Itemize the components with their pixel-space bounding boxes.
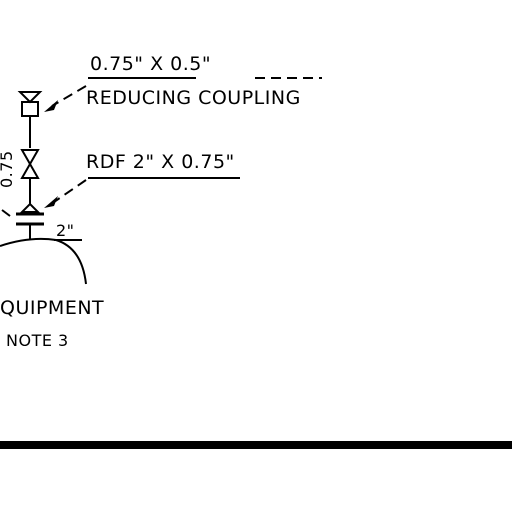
nozzle-size-label: 2" <box>56 221 75 240</box>
rdf-leader-line <box>53 179 87 203</box>
equipment-shell-outline <box>0 237 87 285</box>
note-label: NOTE 3 <box>6 331 69 350</box>
gate-valve-lower-icon <box>20 161 40 179</box>
drawing-border-line <box>0 441 512 449</box>
coupling-name-label: REDUCING COUPLING <box>86 87 301 109</box>
rdf-size-label: RDF 2" X 0.75" <box>86 151 235 173</box>
rdf-leader-arrowhead <box>44 196 58 208</box>
coupling-size-label: 0.75" X 0.5" <box>90 53 211 75</box>
rdf-flange-cap-icon <box>19 202 41 213</box>
vent-valve-top-icon <box>17 91 43 104</box>
equipment-label: QUIPMENT <box>0 297 104 319</box>
dimension-tick <box>1 209 11 217</box>
gate-valve-upper-icon <box>20 149 40 167</box>
coupling-leader-line <box>51 85 87 107</box>
vertical-dimension-label: 0.75 <box>0 150 16 188</box>
reducing-coupling-icon <box>21 101 39 117</box>
coupling-leader-arrowhead <box>44 100 58 112</box>
